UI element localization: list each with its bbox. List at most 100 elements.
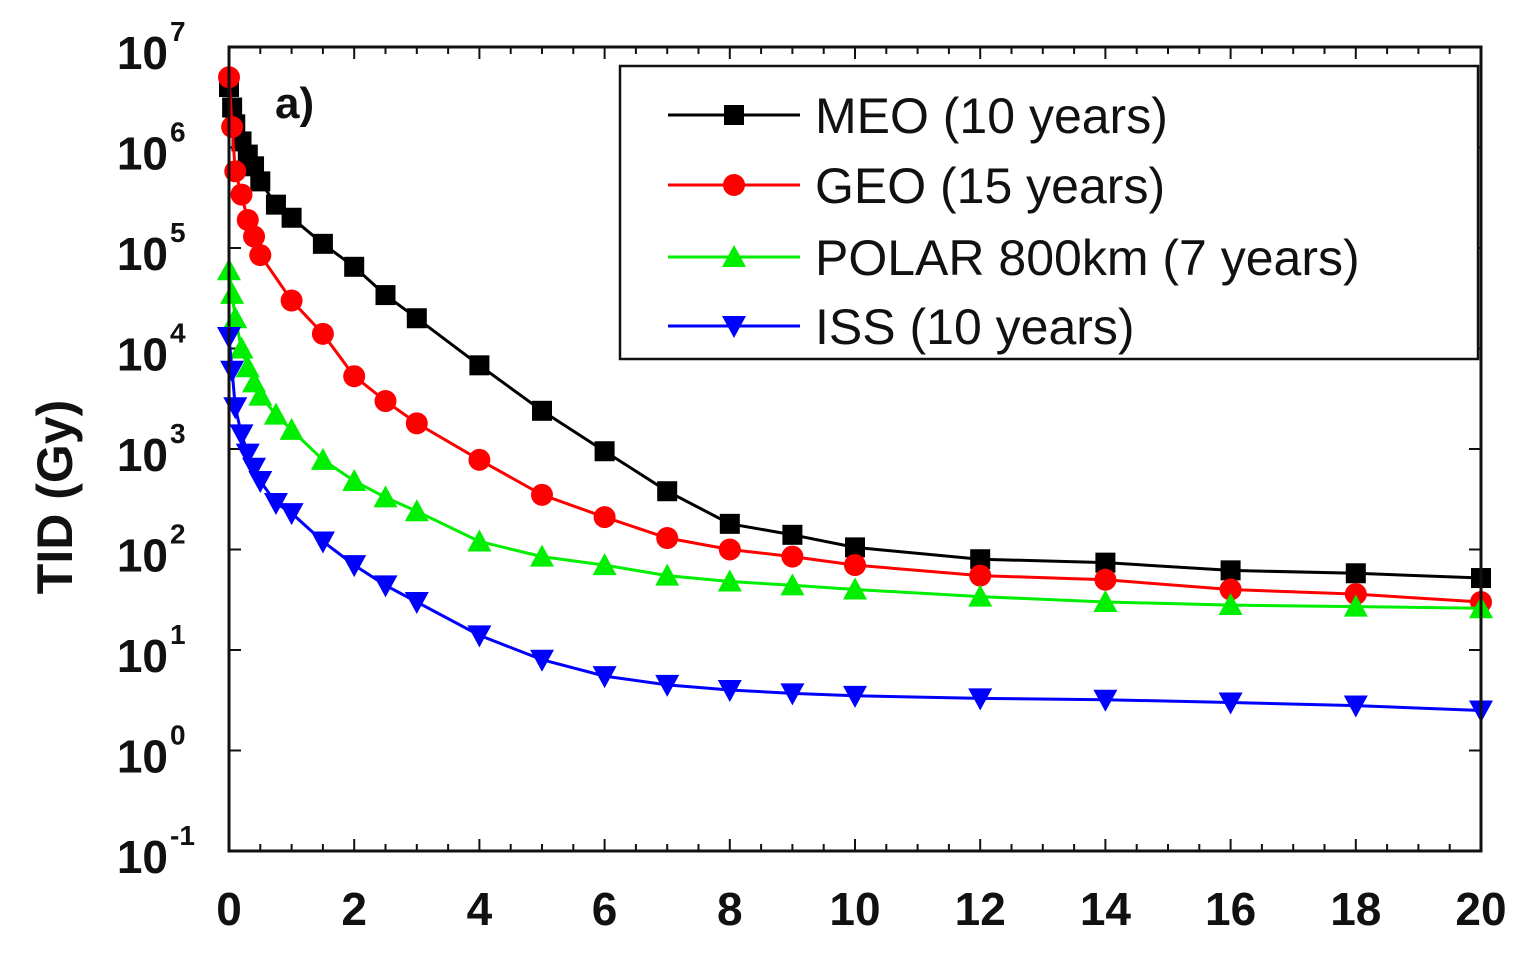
data-point: [1218, 593, 1243, 616]
y-tick-exponent: 3: [170, 418, 186, 449]
data-point: [592, 666, 617, 689]
x-tick-label: 14: [1080, 883, 1132, 935]
data-point: [970, 549, 991, 570]
x-tick-label: 10: [829, 883, 880, 935]
y-tick-exponent: 1: [170, 619, 186, 650]
data-point: [404, 499, 429, 522]
legend-label: ISS (10 years): [815, 299, 1135, 355]
data-point: [375, 285, 396, 306]
data-point: [657, 481, 678, 502]
series-3: [217, 327, 1493, 723]
data-point: [844, 554, 866, 577]
data-point: [592, 553, 617, 576]
data-point: [969, 564, 992, 587]
data-point: [717, 679, 742, 702]
data-point: [404, 592, 429, 615]
data-point: [656, 527, 679, 550]
data-point: [1345, 563, 1366, 584]
data-point: [780, 573, 805, 596]
data-point: [1343, 594, 1368, 617]
legend-entry-1: GEO (15 years): [668, 158, 1165, 214]
data-point: [968, 584, 993, 607]
data-point: [263, 493, 288, 516]
data-point: [344, 256, 365, 277]
data-point: [236, 208, 259, 231]
legend-label: POLAR 800km (7 years): [815, 230, 1360, 286]
data-point: [221, 115, 244, 138]
data-point: [249, 244, 272, 267]
y-tick-exponent: 5: [170, 217, 186, 248]
data-point: [374, 390, 397, 413]
data-point: [243, 225, 266, 248]
data-point: [248, 383, 273, 406]
y-tick-label: 10: [117, 27, 168, 79]
data-point: [220, 281, 245, 304]
data-point: [265, 194, 286, 215]
data-point: [1095, 552, 1116, 573]
data-point: [406, 308, 427, 329]
data-point: [717, 569, 742, 592]
x-tick-label: 18: [1330, 883, 1381, 935]
data-point: [263, 402, 288, 425]
data-point: [594, 441, 615, 462]
x-tick-labels: 0 2 4 6 8 10 12 14 16 18 20: [216, 883, 1506, 935]
legend-entry-0: MEO (10 years): [668, 88, 1168, 144]
data-point: [719, 513, 740, 534]
y-axis-title: TID (Gy): [27, 400, 83, 594]
data-point: [467, 625, 492, 648]
data-point: [250, 171, 271, 192]
data-point: [845, 537, 865, 558]
data-point: [1093, 590, 1118, 613]
data-point: [467, 529, 492, 552]
panel-label: a): [275, 79, 314, 128]
data-point: [1344, 583, 1367, 606]
x-tick-label: 4: [467, 883, 493, 935]
data-point: [311, 322, 334, 345]
data-point: [242, 457, 267, 480]
legend-label: GEO (15 years): [815, 158, 1165, 214]
legend-marker: [723, 174, 745, 196]
data-point: [281, 207, 302, 228]
legend-marker: [722, 245, 746, 267]
data-point: [843, 685, 867, 708]
data-point: [1093, 689, 1118, 712]
x-tick-label: 20: [1455, 883, 1506, 935]
data-point: [1094, 568, 1117, 591]
series-0: [219, 76, 1491, 589]
data-point: [342, 555, 367, 578]
legend-entry-3: ISS (10 years): [668, 299, 1135, 355]
data-point: [1218, 692, 1243, 715]
y-tick-exponent: 0: [170, 720, 186, 751]
data-point: [781, 545, 804, 568]
data-point: [279, 417, 304, 440]
y-tick-label: 10: [117, 731, 168, 783]
data-point: [342, 469, 367, 492]
data-point: [229, 336, 254, 359]
data-point: [593, 506, 616, 529]
y-tick-label: 10: [117, 831, 168, 883]
y-tick-label: 10: [117, 228, 168, 280]
data-point: [532, 400, 552, 421]
y-tick-exponent: 2: [170, 519, 186, 550]
data-point: [968, 688, 993, 711]
legend: MEO (10 years) GEO (15 years) POLAR 800km …: [618, 64, 1480, 361]
y-tick-exponent: 6: [170, 117, 186, 148]
data-point: [655, 563, 680, 586]
y-tick-exponent: -1: [170, 820, 195, 851]
data-point: [373, 575, 398, 598]
data-point: [248, 471, 273, 494]
data-point: [310, 447, 335, 470]
x-tick-label: 8: [717, 883, 743, 935]
y-tick-label: 10: [117, 128, 168, 180]
data-point: [229, 424, 254, 447]
data-point: [655, 674, 680, 697]
plot-frame: [227, 45, 1483, 853]
y-tick-exponent: 4: [170, 318, 186, 349]
data-point: [405, 412, 428, 435]
data-point: [373, 485, 398, 508]
y-tick-exponent: 7: [170, 16, 186, 47]
x-tick-label: 2: [341, 883, 367, 935]
legend-label: MEO (10 years): [815, 88, 1168, 144]
